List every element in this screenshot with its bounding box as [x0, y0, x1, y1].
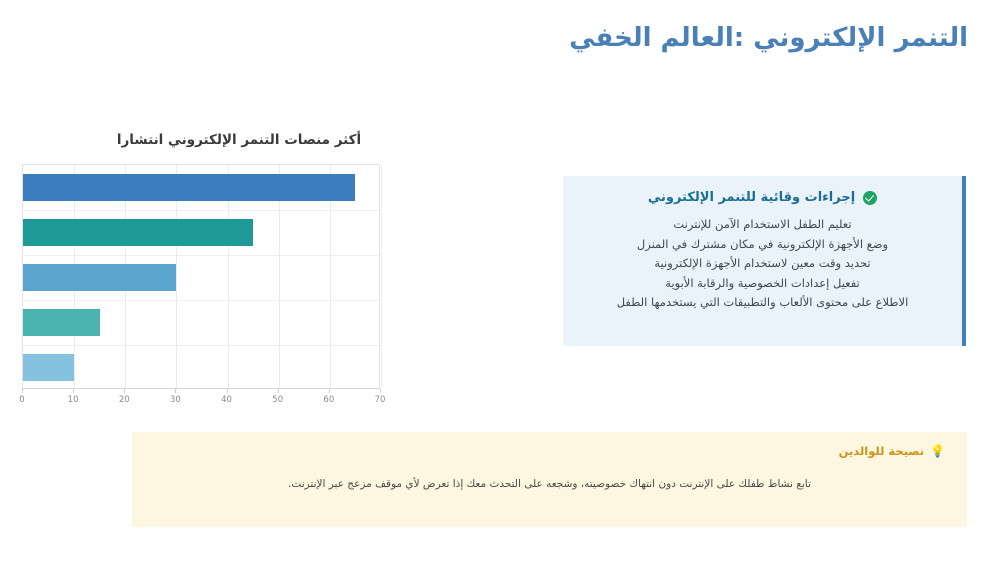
- chart-x-tick-label: 10: [67, 395, 79, 405]
- chart-bar-row: [23, 210, 379, 255]
- chart-bar[interactable]: [23, 219, 254, 246]
- info-box-list-item: الاطلاع على محتوى الألعاب والتطبيقات الت…: [616, 295, 909, 309]
- chart-x-axis: 0 10 20 30 40 50 60 70: [19, 389, 385, 411]
- chart-gridline: [176, 165, 178, 388]
- chart-bar[interactable]: [23, 174, 356, 201]
- chart-x-tick-label: 20: [118, 395, 130, 405]
- chart-gridline: [23, 300, 379, 301]
- chart-x-tick: [175, 389, 177, 393]
- chart-x-tick-label: 60: [323, 395, 335, 405]
- lightbulb-icon: 💡: [930, 444, 945, 458]
- chart-bar-row: [23, 300, 379, 345]
- parents-tip-box: 💡 نصيحة للوالدين تابع نشاط طفلك على الإن…: [132, 432, 967, 527]
- tip-box-text: تابع نشاط طفلك على الإنترنت دون انتهاك خ…: [288, 478, 811, 490]
- chart-gridline: [227, 165, 229, 388]
- chart-x-tick: [22, 389, 23, 393]
- check-circle-icon: [863, 190, 878, 205]
- info-box-list-item: تفعيل إعدادات الخصوصية والرقابة الأبوية: [665, 275, 860, 290]
- chart-x-tick-label: 50: [272, 395, 284, 405]
- chart-gridline: [23, 345, 379, 346]
- chart-bar[interactable]: [23, 264, 177, 291]
- chart-body: وسائل التواصل الاجتماعي الرسائل النصية أ…: [19, 164, 522, 412]
- chart-gridline: [23, 210, 379, 211]
- chart-x-tick: [380, 389, 381, 393]
- chart-x-tick: [124, 389, 126, 393]
- chart-x-tick: [277, 389, 279, 393]
- chart-bar-row: [23, 165, 379, 210]
- chart-x-tick-label: 40: [221, 395, 232, 405]
- tip-box-header: 💡 نصيحة للوالدين: [154, 444, 945, 458]
- chart-gridline: [278, 165, 280, 388]
- chart-x-tick: [328, 389, 330, 393]
- chart-gridline: [23, 255, 379, 256]
- chart-x-tick: [73, 389, 75, 393]
- page-title: التنمر الإلكتروني :العالم الخفي: [569, 23, 968, 53]
- chart-bar[interactable]: [23, 354, 75, 381]
- chart-title: أكثر منصات التنمر الإلكتروني انتشارا: [116, 132, 362, 148]
- info-box-list-item: تحديد وقت معين لاستخدام الأجهزة الإلكترو…: [654, 256, 871, 270]
- info-box-header: إجراءات وقائية للتنمر الإلكتروني: [581, 190, 944, 205]
- chart-x-tick-label: 70: [374, 395, 386, 405]
- chart-gridline: [381, 165, 382, 388]
- chart-bar-row: [23, 255, 379, 300]
- chart-card: أكثر منصات التنمر الإلكتروني انتشارا وسا…: [19, 132, 522, 427]
- info-box-list: تعليم الطفل الاستخدام الآمن للإنترنت وضع…: [581, 215, 944, 313]
- info-box-list-item: تعليم الطفل الاستخدام الآمن للإنترنت: [673, 217, 852, 231]
- info-box-list-item: وضع الأجهزة الإلكترونية في مكان مشترك في…: [636, 236, 889, 251]
- prevention-info-box: إجراءات وقائية للتنمر الإلكتروني تعليم ا…: [563, 176, 966, 346]
- chart-gridline: [329, 165, 331, 388]
- chart-plot-area: [22, 164, 382, 390]
- chart-bar-row: [23, 345, 379, 390]
- chart-bar[interactable]: [23, 309, 100, 336]
- info-box-title: إجراءات وقائية للتنمر الإلكتروني: [647, 190, 856, 205]
- chart-x-tick: [226, 389, 228, 393]
- chart-x-tick-label: 0: [19, 395, 25, 405]
- tip-box-title: نصيحة للوالدين: [838, 444, 925, 458]
- chart-x-tick-label: 30: [170, 395, 181, 405]
